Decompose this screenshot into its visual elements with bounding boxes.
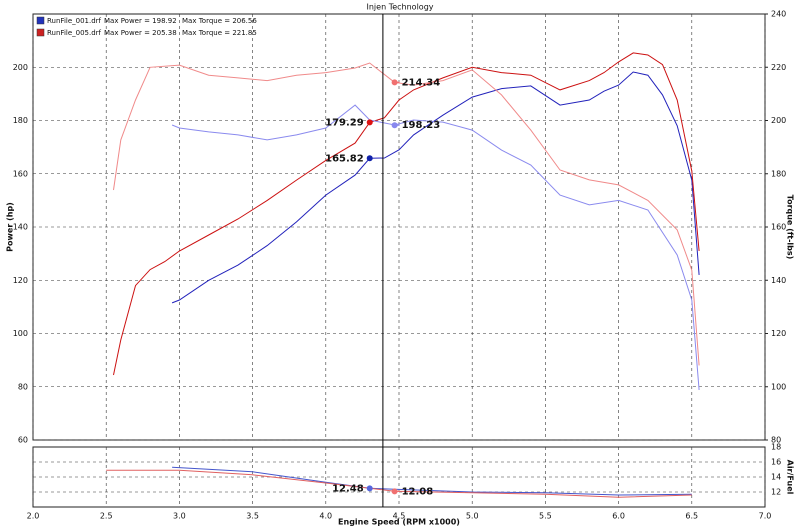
- y2-axis-label: Torque (ft-lbs): [786, 195, 795, 260]
- x-tick-label: 5.5: [539, 512, 552, 521]
- marker-label: 12.08: [402, 486, 434, 497]
- y2-tick-label: 100: [771, 382, 786, 391]
- y2-tick-label: 200: [771, 116, 786, 125]
- x-tick-label: 7.0: [759, 512, 772, 521]
- power-line: [113, 52, 700, 376]
- afr-tick-label: 14: [771, 473, 781, 482]
- marker-dot: [391, 488, 398, 495]
- marker-dot: [366, 155, 373, 162]
- y-tick-label: 80: [18, 382, 28, 391]
- legend-file: RunFile_005.drf: [47, 29, 102, 37]
- afr-tick-label: 18: [771, 443, 781, 452]
- y2-tick-label: 220: [771, 63, 786, 72]
- marker-dot: [366, 119, 373, 126]
- y2-tick-label: 180: [771, 169, 786, 178]
- y-tick-label: 200: [13, 63, 28, 72]
- x-tick-label: 6.0: [612, 512, 625, 521]
- x-tick-label: 5.0: [466, 512, 479, 521]
- y2-tick-label: 80: [771, 436, 781, 445]
- x-tick-label: 6.5: [685, 512, 698, 521]
- x-tick-label: 4.0: [319, 512, 332, 521]
- y2-tick-label: 160: [771, 223, 786, 232]
- legend-torque: Max Torque = 221.85: [182, 29, 257, 37]
- y-tick-label: 160: [13, 169, 28, 178]
- marker-label: 179.29: [325, 117, 364, 128]
- marker-dot: [391, 122, 398, 129]
- y-tick-label: 120: [13, 276, 28, 285]
- legend-power: Max Power = 198.92: [104, 17, 177, 25]
- marker-label: 214.34: [402, 77, 441, 88]
- y2-tick-label: 140: [771, 276, 786, 285]
- x-tick-label: 2.0: [27, 512, 40, 521]
- marker-label: 165.82: [325, 153, 364, 164]
- torque-line: [113, 62, 700, 366]
- y2-tick-label: 120: [771, 329, 786, 338]
- legend-file: RunFile_001.drf: [47, 17, 102, 25]
- y-tick-label: 140: [13, 223, 28, 232]
- y-tick-label: 100: [13, 329, 28, 338]
- y-tick-label: 60: [18, 436, 28, 445]
- marker-label: 12.48: [332, 483, 364, 494]
- marker-label: 198.23: [402, 120, 441, 131]
- afr-line: [172, 466, 692, 496]
- y-tick-label: 180: [13, 116, 28, 125]
- power-line: [171, 71, 700, 304]
- marker-dot: [366, 485, 373, 492]
- afr-tick-label: 16: [771, 458, 781, 467]
- x-tick-label: 3.5: [246, 512, 259, 521]
- chart-title: Injen Technology: [367, 3, 434, 12]
- afr-axis-label: Air/Fuel: [786, 460, 795, 495]
- afr-tick-label: 12: [771, 488, 781, 497]
- y-axis-label: Power (hp): [6, 202, 15, 252]
- legend-swatch: [36, 16, 45, 25]
- x-tick-label: 4.5: [393, 512, 406, 521]
- torque-line: [171, 104, 700, 390]
- legend-power: Max Power = 205.38: [104, 29, 177, 37]
- x-axis-label: Engine Speed (RPM x1000): [338, 518, 460, 527]
- x-tick-label: 2.5: [100, 512, 113, 521]
- x-tick-label: 3.0: [173, 512, 186, 521]
- legend-swatch: [36, 28, 45, 37]
- legend-torque: Max Torque = 206.56: [182, 17, 257, 25]
- y2-tick-label: 240: [771, 10, 786, 19]
- marker-dot: [391, 79, 398, 86]
